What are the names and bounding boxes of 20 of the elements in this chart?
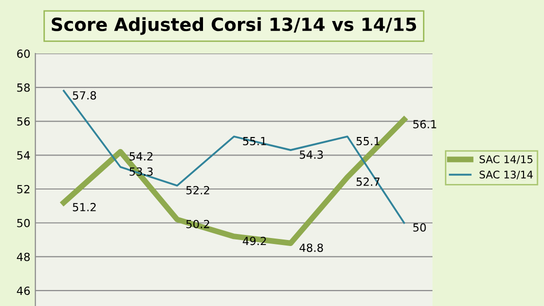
y-tick-label: 56 [17, 117, 30, 126]
y-tick-label: 50 [17, 218, 30, 228]
y-tick-label: 46 [16, 286, 30, 295]
legend-label: SAC 13/14 [480, 170, 533, 180]
y-tick-label: 58 [17, 83, 30, 92]
y-tick-label: 52 [17, 184, 30, 194]
data-label: 54.3 [300, 150, 323, 159]
data-label: 56.1 [413, 120, 436, 128]
y-tick-label: 48 [16, 252, 30, 262]
y-tick-label: 54 [17, 151, 30, 160]
data-label: 54.2 [130, 152, 152, 161]
data-label: 52.2 [186, 186, 210, 194]
data-label: 57.8 [72, 91, 96, 100]
legend-label: SAC 14/15 [480, 155, 532, 164]
data-label: 55.1 [356, 137, 380, 146]
data-label: 48.8 [300, 244, 323, 252]
data-label: 50 [413, 223, 426, 232]
chart-title: Score Adjusted Corsi 13/14 vs 14/15 [52, 17, 416, 35]
data-label: 51.2 [72, 202, 96, 212]
y-tick-label: 60 [17, 50, 30, 58]
